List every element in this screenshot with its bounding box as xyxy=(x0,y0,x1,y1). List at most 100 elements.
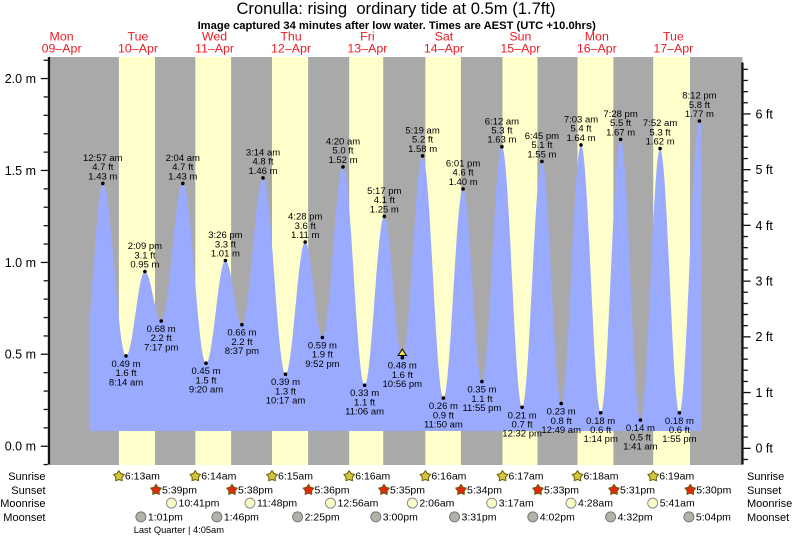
svg-text:3:31pm: 3:31pm xyxy=(462,511,497,523)
svg-text:5.1 ft: 5.1 ft xyxy=(531,140,552,151)
svg-text:Mon: Mon xyxy=(50,30,74,44)
svg-text:1.55 m: 1.55 m xyxy=(527,149,556,160)
svg-text:2:04 am: 2:04 am xyxy=(166,153,200,164)
svg-text:4:02pm: 4:02pm xyxy=(540,511,575,523)
svg-text:5.8 ft: 5.8 ft xyxy=(689,100,710,111)
svg-text:5:41am: 5:41am xyxy=(660,498,695,510)
svg-text:4:28am: 4:28am xyxy=(578,498,613,510)
svg-text:Sat: Sat xyxy=(435,30,454,44)
svg-text:5:31pm: 5:31pm xyxy=(620,484,655,496)
svg-text:0.9 ft: 0.9 ft xyxy=(433,410,454,421)
svg-text:Last Quarter | 4:05am: Last Quarter | 4:05am xyxy=(134,525,225,535)
svg-text:8:14 am: 8:14 am xyxy=(109,377,143,388)
svg-text:8:12 pm: 8:12 pm xyxy=(682,91,716,102)
svg-text:1.67 m: 1.67 m xyxy=(606,127,635,138)
svg-text:1.1 ft: 1.1 ft xyxy=(471,394,492,405)
svg-text:1:14 pm: 1:14 pm xyxy=(584,434,618,445)
svg-text:7:52 am: 7:52 am xyxy=(643,118,677,129)
svg-text:Sunrise: Sunrise xyxy=(747,471,784,483)
svg-text:11:50 am: 11:50 am xyxy=(424,420,463,431)
svg-text:3.6 ft: 3.6 ft xyxy=(295,221,316,232)
svg-text:15–Apr: 15–Apr xyxy=(500,42,540,56)
svg-text:Moonset: Moonset xyxy=(747,512,789,524)
svg-text:1:01pm: 1:01pm xyxy=(148,511,183,523)
svg-text:1.0 m: 1.0 m xyxy=(5,256,36,270)
svg-text:1.43 m: 1.43 m xyxy=(168,171,197,182)
svg-text:3:17am: 3:17am xyxy=(499,498,534,510)
svg-text:7:17 pm: 7:17 pm xyxy=(144,342,178,353)
svg-text:0 ft: 0 ft xyxy=(756,442,774,456)
svg-text:Sun: Sun xyxy=(509,30,531,44)
svg-text:16–Apr: 16–Apr xyxy=(577,42,617,56)
svg-text:5:35pm: 5:35pm xyxy=(390,484,425,496)
svg-text:11:06 am: 11:06 am xyxy=(345,407,384,418)
svg-text:10:17 am: 10:17 am xyxy=(266,396,306,407)
svg-text:4.6 ft: 4.6 ft xyxy=(453,168,474,179)
svg-text:5:33pm: 5:33pm xyxy=(544,484,579,496)
svg-text:5.3 ft: 5.3 ft xyxy=(491,126,512,137)
svg-text:5:30pm: 5:30pm xyxy=(696,484,731,496)
svg-text:0.48 m: 0.48 m xyxy=(388,361,417,372)
svg-text:1.5 m: 1.5 m xyxy=(5,164,36,178)
svg-text:10:41pm: 10:41pm xyxy=(179,498,220,510)
svg-text:Moonset: Moonset xyxy=(3,512,45,524)
svg-text:5:38pm: 5:38pm xyxy=(238,484,273,496)
svg-text:12:49 am: 12:49 am xyxy=(541,425,581,436)
svg-text:Moonrise: Moonrise xyxy=(0,498,45,510)
svg-text:Moonrise: Moonrise xyxy=(747,498,792,510)
svg-text:0.5 ft: 0.5 ft xyxy=(630,432,651,443)
svg-text:0.0 m: 0.0 m xyxy=(5,440,36,454)
svg-text:0.49 m: 0.49 m xyxy=(111,359,140,370)
svg-text:6:45 pm: 6:45 pm xyxy=(525,131,559,142)
svg-text:17–Apr: 17–Apr xyxy=(653,42,693,56)
svg-text:2:06am: 2:06am xyxy=(419,498,454,510)
svg-text:11:55 pm: 11:55 pm xyxy=(462,403,501,414)
svg-text:12:32 pm: 12:32 pm xyxy=(502,429,542,440)
svg-text:1.77 m: 1.77 m xyxy=(685,109,714,120)
svg-text:1.1 ft: 1.1 ft xyxy=(354,397,375,408)
svg-text:0.66 m: 0.66 m xyxy=(227,328,256,339)
svg-text:Mon: Mon xyxy=(585,30,609,44)
svg-text:Sunset: Sunset xyxy=(747,485,781,497)
svg-text:5:17 pm: 5:17 pm xyxy=(367,186,401,197)
svg-text:Thu: Thu xyxy=(280,30,301,44)
svg-text:0.95 m: 0.95 m xyxy=(130,260,159,271)
svg-text:3:26 pm: 3:26 pm xyxy=(208,230,242,241)
svg-text:1 ft: 1 ft xyxy=(756,386,774,400)
svg-text:0.6 ft: 0.6 ft xyxy=(590,425,611,436)
svg-text:1.62 m: 1.62 m xyxy=(646,137,675,148)
svg-text:0.26 m: 0.26 m xyxy=(429,401,458,412)
svg-text:0.23 m: 0.23 m xyxy=(547,407,576,418)
svg-text:13–Apr: 13–Apr xyxy=(347,42,387,56)
svg-text:1.58 m: 1.58 m xyxy=(408,144,437,155)
svg-text:6:17am: 6:17am xyxy=(509,471,544,483)
svg-text:7:03 am: 7:03 am xyxy=(564,115,598,126)
svg-text:6:12 am: 6:12 am xyxy=(485,116,519,127)
svg-text:6:18am: 6:18am xyxy=(584,471,619,483)
svg-text:5:39pm: 5:39pm xyxy=(162,484,197,496)
svg-text:0.6 ft: 0.6 ft xyxy=(669,425,690,436)
svg-text:Sunrise: Sunrise xyxy=(8,471,45,483)
svg-text:7:28 pm: 7:28 pm xyxy=(603,109,637,120)
svg-text:3:14 am: 3:14 am xyxy=(246,148,280,159)
svg-text:2:09 pm: 2:09 pm xyxy=(128,241,162,252)
svg-text:0.8 ft: 0.8 ft xyxy=(551,416,572,427)
svg-text:1:55 pm: 1:55 pm xyxy=(662,434,696,445)
svg-text:10–Apr: 10–Apr xyxy=(118,42,158,56)
svg-text:4.8 ft: 4.8 ft xyxy=(252,157,273,168)
svg-text:0.18 m: 0.18 m xyxy=(665,416,694,427)
svg-text:1.52 m: 1.52 m xyxy=(328,155,357,166)
svg-text:2:25pm: 2:25pm xyxy=(305,511,340,523)
svg-text:4 ft: 4 ft xyxy=(756,219,774,233)
svg-text:Wed: Wed xyxy=(202,30,227,44)
svg-text:9:52 pm: 9:52 pm xyxy=(305,359,339,370)
svg-text:5:36pm: 5:36pm xyxy=(315,484,350,496)
svg-text:6:19am: 6:19am xyxy=(659,471,694,483)
svg-text:6:14am: 6:14am xyxy=(201,471,236,483)
svg-text:4:32pm: 4:32pm xyxy=(618,511,653,523)
svg-text:1.40 m: 1.40 m xyxy=(449,177,478,188)
svg-text:0.21 m: 0.21 m xyxy=(508,410,537,421)
svg-text:12–Apr: 12–Apr xyxy=(271,42,311,56)
svg-text:3.3 ft: 3.3 ft xyxy=(215,239,236,250)
svg-text:4:28 pm: 4:28 pm xyxy=(288,212,322,223)
